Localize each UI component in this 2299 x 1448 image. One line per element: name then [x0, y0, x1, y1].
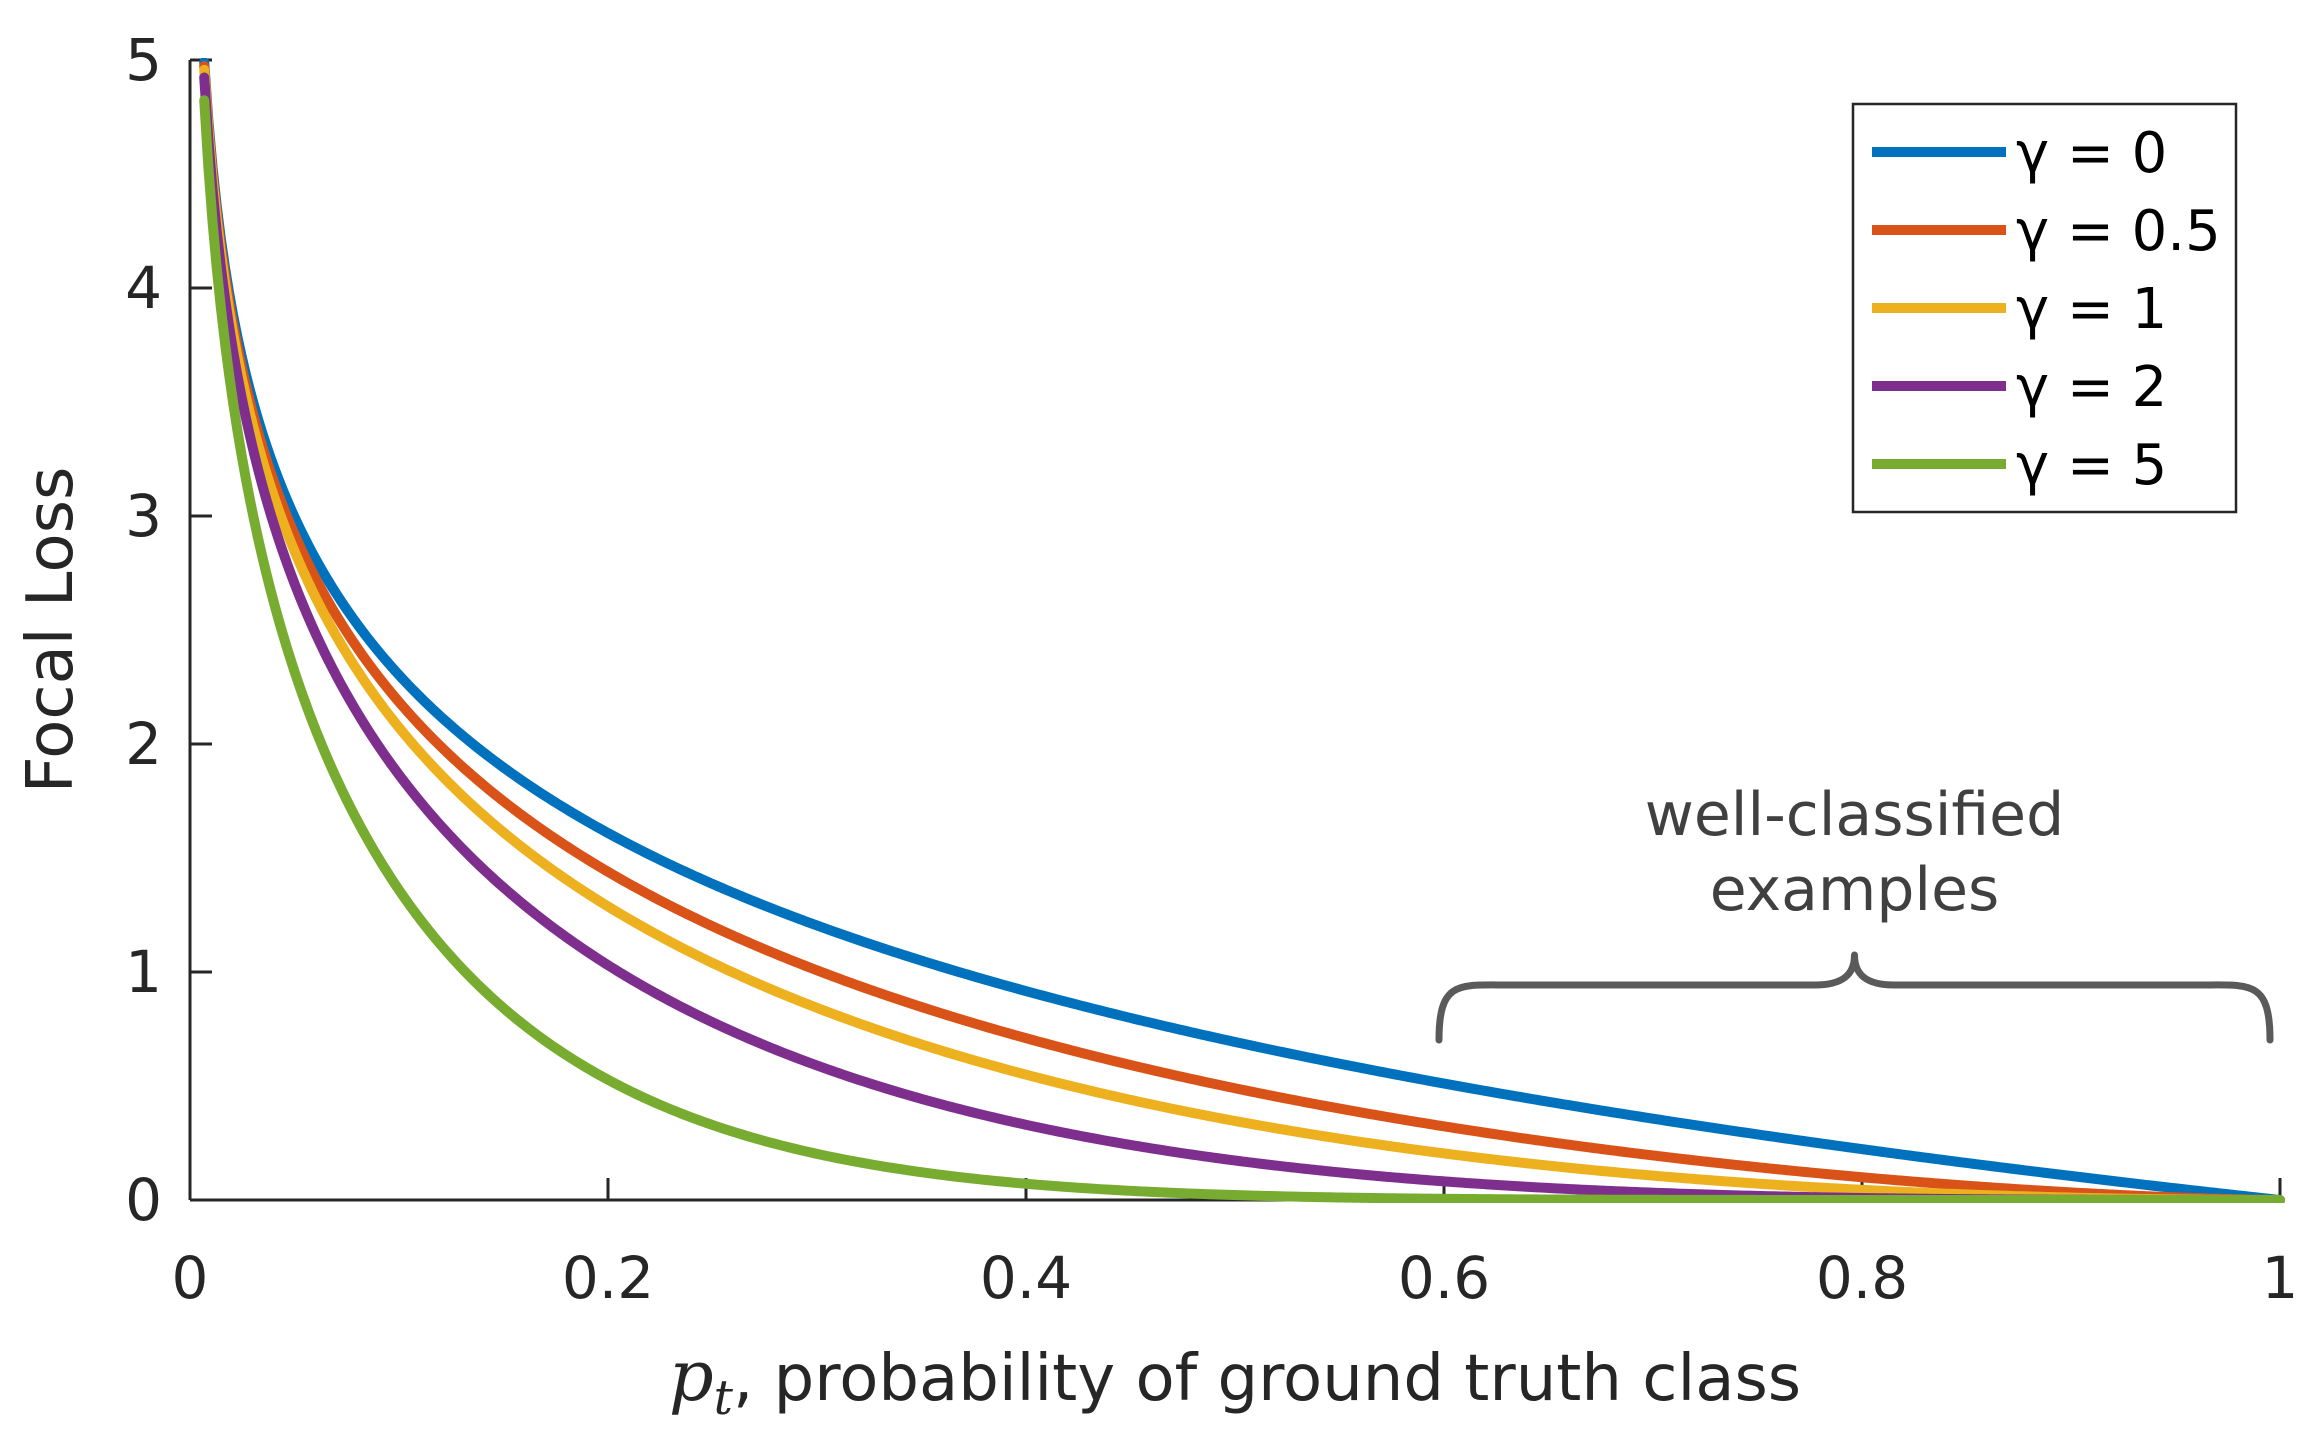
x-axis-label: pt, probability of ground truth class: [669, 1335, 1801, 1426]
y-tick-label: 0: [125, 1166, 162, 1234]
curly-brace: [1435, 951, 2274, 1044]
y-tick-label: 1: [125, 938, 162, 1006]
x-axis-label-text: , probability of ground truth class: [733, 1342, 1801, 1416]
legend-label: γ = 5: [2016, 433, 2167, 498]
legend-label: γ = 2: [2016, 355, 2167, 420]
legend-label: γ = 1: [2016, 277, 2167, 342]
annotation-text-line-1: well-classified: [1645, 780, 2064, 850]
series-lines: [199, 58, 2285, 1203]
legend-label: γ = 0: [2016, 121, 2167, 186]
legend-items: γ = 0 γ = 0.5 γ = 1 γ = 2 γ = 5: [1872, 121, 2221, 498]
x-tick-label: 0.8: [1816, 1244, 1908, 1312]
series-line-gamma-0: [199, 58, 2285, 1203]
series-line-gamma-5: [199, 95, 2285, 1203]
plot-area: 0 0.2 0.4 0.6 0.8 1 0 1 2 3 4 5: [125, 26, 2298, 1312]
series-line-gamma-1: [199, 64, 2285, 1203]
x-tick-label: 0.6: [1398, 1244, 1490, 1312]
x-axis-label-symbol: p: [669, 1335, 714, 1417]
x-ticks: 0 0.2 0.4 0.6 0.8 1: [172, 1178, 2299, 1312]
x-tick-label: 0: [172, 1244, 209, 1312]
well-classified-annotation: well-classified examples: [1435, 780, 2274, 1044]
y-tick-label: 5: [125, 26, 162, 94]
x-tick-label: 0.2: [562, 1244, 654, 1312]
legend-label: γ = 0.5: [2016, 199, 2221, 264]
y-ticks: 0 1 2 3 4 5: [125, 26, 212, 1234]
annotation-text-line-2: examples: [1710, 855, 2000, 925]
x-tick-label: 1: [2262, 1244, 2299, 1312]
y-tick-label: 3: [125, 482, 162, 550]
y-axis-label: Focal Loss: [14, 467, 88, 794]
x-axis-label-subscript: t: [714, 1370, 734, 1426]
y-tick-label: 4: [125, 254, 162, 322]
x-tick-label: 0.4: [980, 1244, 1072, 1312]
series-line-gamma-0-5: [199, 60, 2285, 1203]
legend: γ = 0 γ = 0.5 γ = 1 γ = 2 γ = 5: [1851, 102, 2238, 514]
y-tick-label: 2: [125, 710, 162, 778]
